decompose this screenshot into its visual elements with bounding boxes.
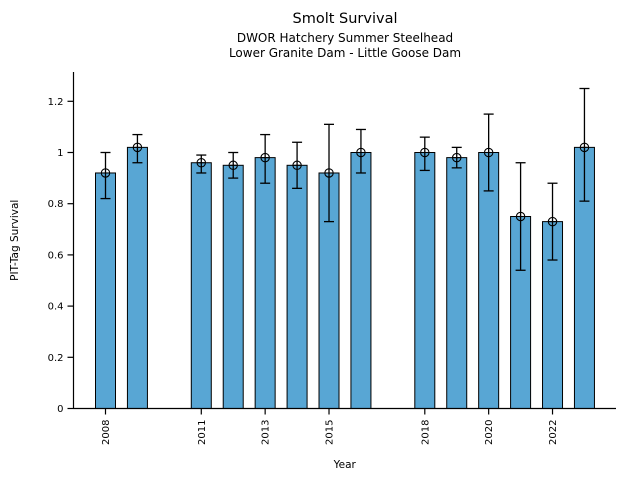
y-tick-label: 0.6 [48,250,64,261]
chart-title: Smolt Survival [292,11,398,27]
x-tick-label: 2020 [484,420,495,445]
x-tick-label: 2015 [325,420,336,445]
bar-2008 [95,172,116,409]
bar-2018 [414,152,436,409]
chart-subtitle-line1: DWOR Hatchery Summer Steelhead [236,31,454,45]
bar-2019 [446,157,468,409]
y-axis-label: PIT-Tag Survival [9,200,21,281]
bar-2012 [222,164,244,409]
chart-subtitle-line2: Lower Granite Dam - Little Goose Dam [228,46,462,60]
y-tick-label: 0.4 [48,302,64,313]
x-axis-label: Year [333,459,357,471]
y-tick-label: 1 [57,148,63,159]
y-tick-label: 0.8 [48,199,64,210]
bar-2009 [126,146,148,409]
x-tick-label: 2008 [101,420,112,445]
x-tick-label: 2013 [261,420,272,445]
x-tick-label: 2022 [548,420,559,445]
bar-2016 [350,152,372,409]
y-tick-label: 0 [57,404,63,415]
x-tick-label: 2011 [197,420,208,445]
y-tick-label: 1.2 [48,97,64,108]
y-tick-label: 0.2 [48,353,64,364]
x-tick-label: 2018 [420,420,431,445]
bar-2011 [190,162,212,409]
bar-2013 [254,157,276,409]
bar-2014 [286,164,308,409]
